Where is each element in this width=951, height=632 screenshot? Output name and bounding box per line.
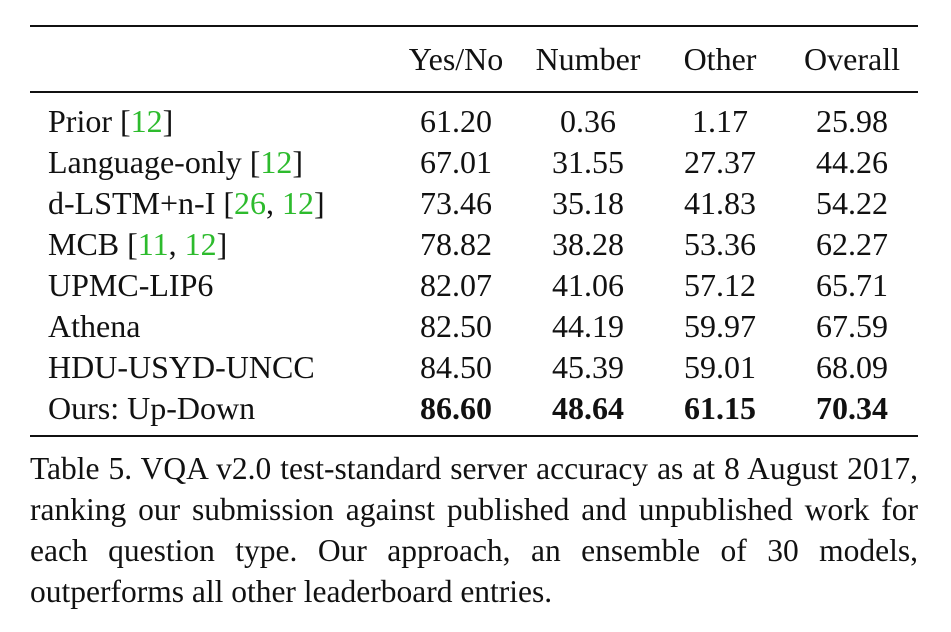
table-row: d-LSTM+n-I [26, 12] 73.46 35.18 41.83 54.22 — [30, 183, 918, 224]
overall-value: 62.27 — [816, 226, 888, 262]
other-value: 53.36 — [684, 226, 756, 262]
number-value: 45.39 — [552, 349, 624, 385]
number-value: 38.28 — [552, 226, 624, 262]
yes-no-value: 84.50 — [420, 349, 492, 385]
table-header-row: Yes/No Number Other Overall — [30, 26, 918, 92]
header-yes-no: Yes/No — [408, 40, 504, 77]
table-row: MCB [11, 12] 78.82 38.28 53.36 62.27 — [30, 224, 918, 265]
citation-link[interactable]: 12 — [282, 185, 315, 221]
header-method — [30, 26, 390, 92]
method-name: Prior — [48, 103, 120, 139]
number-value: 0.36 — [560, 103, 616, 139]
method-cell: d-LSTM+n-I [26, 12] — [48, 185, 325, 221]
overall-value: 54.22 — [816, 185, 888, 221]
method-name: d-LSTM+n-I — [48, 185, 224, 221]
table-row: UPMC-LIP6 82.07 41.06 57.12 65.71 — [30, 265, 918, 306]
table-row: HDU-USYD-UNCC 84.50 45.39 59.01 68.09 — [30, 347, 918, 388]
citation-link[interactable]: 11 — [137, 226, 169, 262]
table-row: Athena 82.50 44.19 59.97 67.59 — [30, 306, 918, 347]
method-cell: Ours: Up-Down — [30, 388, 390, 436]
table-row: Prior [12] 61.20 0.36 1.17 25.98 — [30, 92, 918, 142]
overall-value: 67.59 — [816, 308, 888, 344]
yes-no-value: 78.82 — [420, 226, 492, 262]
citation-link[interactable]: 12 — [260, 144, 293, 180]
number-value: 41.06 — [552, 267, 624, 303]
method-name: Ours: Up-Down — [48, 390, 256, 426]
other-value: 27.37 — [684, 144, 756, 180]
citation-link[interactable]: 12 — [184, 226, 217, 262]
table-row: Language-only [12] 67.01 31.55 27.37 44.26 — [30, 142, 918, 183]
overall-value: 25.98 — [816, 103, 888, 139]
overall-value: 70.34 — [816, 390, 888, 426]
method-name: MCB — [48, 226, 128, 262]
other-value: 59.01 — [684, 349, 756, 385]
table-body: Prior [12] 61.20 0.36 1.17 25.98 Language-onl… — [30, 92, 918, 436]
method-name: HDU-USYD-UNCC — [48, 349, 315, 385]
other-value: 41.83 — [684, 185, 756, 221]
number-value: 44.19 — [552, 308, 624, 344]
method-name: Athena — [48, 308, 141, 344]
method-cell: HDU-USYD-UNCC — [30, 347, 390, 388]
results-table-container: Yes/No Number Other Overall Prior [12] 61… — [30, 25, 918, 437]
method-cell: Language-only [12] — [48, 144, 304, 180]
citation-link[interactable]: 26 — [234, 185, 267, 221]
method-cell: Prior [12] — [48, 103, 174, 139]
table-caption: Table 5. VQA v2.0 test-standard server a… — [30, 451, 918, 609]
number-value: 35.18 — [552, 185, 624, 221]
header-number: Number — [535, 40, 641, 77]
overall-value: 44.26 — [816, 144, 888, 180]
number-value: 31.55 — [552, 144, 624, 180]
yes-no-value: 67.01 — [420, 144, 492, 180]
other-value: 61.15 — [684, 390, 756, 426]
header-other: Other — [683, 40, 757, 77]
yes-no-value: 82.07 — [420, 267, 492, 303]
overall-value: 65.71 — [816, 267, 888, 303]
method-cell: Athena — [30, 306, 390, 347]
table-row: Ours: Up-Down 86.60 48.64 61.15 70.34 — [30, 388, 918, 436]
yes-no-value: 82.50 — [420, 308, 492, 344]
yes-no-value: 86.60 — [420, 390, 492, 426]
citation-link[interactable]: 12 — [130, 103, 163, 139]
number-value: 48.64 — [552, 390, 624, 426]
yes-no-value: 61.20 — [420, 103, 492, 139]
results-table: Yes/No Number Other Overall Prior [12] 61… — [30, 25, 918, 437]
other-value: 1.17 — [692, 103, 748, 139]
overall-value: 68.09 — [816, 349, 888, 385]
header-overall: Overall — [804, 40, 900, 77]
method-name: Language-only — [48, 144, 250, 180]
other-value: 59.97 — [684, 308, 756, 344]
method-cell: MCB [11, 12] — [48, 226, 228, 262]
method-name: UPMC-LIP6 — [48, 267, 214, 303]
yes-no-value: 73.46 — [420, 185, 492, 221]
method-cell: UPMC-LIP6 — [30, 265, 390, 306]
other-value: 57.12 — [684, 267, 756, 303]
